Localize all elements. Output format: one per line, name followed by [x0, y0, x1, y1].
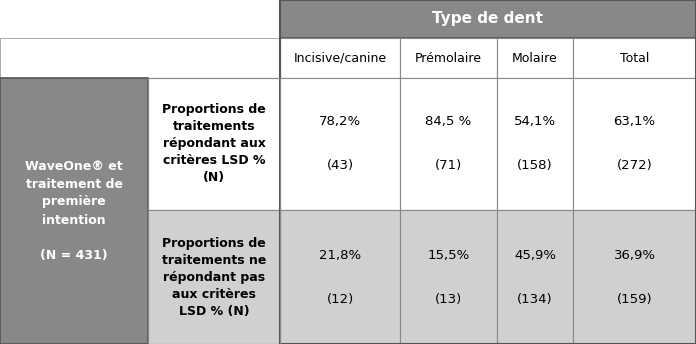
Text: Incisive/canine: Incisive/canine: [294, 52, 386, 65]
Text: 21,8%: 21,8%: [319, 248, 361, 261]
Bar: [573, 38, 696, 78]
Bar: [573, 78, 696, 210]
Bar: [148, 78, 280, 344]
Bar: [148, 210, 280, 344]
Text: Type de dent: Type de dent: [432, 11, 544, 26]
Bar: [280, 210, 400, 344]
Text: 15,5%: 15,5%: [427, 248, 470, 261]
Text: 78,2%: 78,2%: [319, 116, 361, 129]
Bar: [400, 210, 497, 344]
Bar: [148, 78, 280, 210]
Bar: [497, 78, 573, 210]
Text: (158): (158): [517, 160, 553, 172]
Text: (43): (43): [326, 160, 354, 172]
Text: Proportions de
traitements
répondant aux
critères LSD %
(N): Proportions de traitements répondant aux…: [162, 104, 266, 184]
Text: 63,1%: 63,1%: [613, 116, 656, 129]
Bar: [400, 38, 497, 78]
Text: Proportions de
traitements ne
répondant pas
aux critères
LSD % (N): Proportions de traitements ne répondant …: [161, 237, 266, 318]
Text: Total: Total: [620, 52, 649, 65]
Text: (159): (159): [617, 292, 652, 305]
Bar: [0, 0, 280, 38]
Text: 45,9%: 45,9%: [514, 248, 556, 261]
Text: Molaire: Molaire: [512, 52, 558, 65]
Text: 54,1%: 54,1%: [514, 116, 556, 129]
Text: (134): (134): [517, 292, 553, 305]
Text: WaveOne® et
traitement de
première
intention

(N = 431): WaveOne® et traitement de première inten…: [25, 160, 122, 262]
Text: Prémolaire: Prémolaire: [415, 52, 482, 65]
Bar: [400, 78, 497, 210]
Text: (12): (12): [326, 292, 354, 305]
Bar: [280, 38, 400, 78]
Bar: [280, 0, 696, 38]
Text: (272): (272): [617, 160, 652, 172]
Bar: [0, 78, 148, 344]
Bar: [573, 210, 696, 344]
Bar: [280, 78, 400, 210]
Bar: [497, 38, 573, 78]
Bar: [0, 38, 280, 78]
Text: 36,9%: 36,9%: [613, 248, 656, 261]
Text: 84,5 %: 84,5 %: [425, 116, 472, 129]
Text: (71): (71): [435, 160, 462, 172]
Bar: [497, 210, 573, 344]
Text: (13): (13): [435, 292, 462, 305]
Bar: [280, 0, 696, 344]
